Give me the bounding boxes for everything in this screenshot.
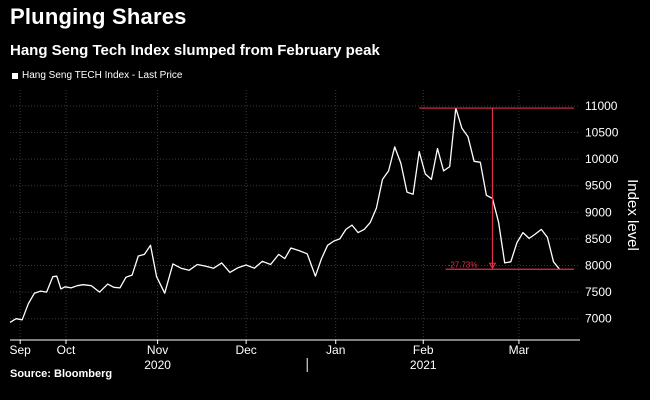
y-tick-label: 9000 [585,205,612,219]
y-tick-label: 8500 [585,232,612,246]
x-tick-label: Mar [509,343,530,357]
drop-arrow-head [488,262,497,270]
source-note: Source: Bloomberg [10,368,113,380]
x-tick-label: Oct [57,343,76,357]
y-tick-label: 9500 [585,179,612,193]
y-tick-label: 7000 [585,312,612,326]
chart-subtitle: Hang Seng Tech Index slumped from Februa… [10,42,380,59]
y-tick-label: 7500 [585,285,612,299]
y-tick-label: 11000 [585,99,618,113]
x-tick-label: Dec [235,343,256,357]
chart-legend: Hang Seng TECH Index - Last Price [12,70,182,81]
y-axis-label: Index level [624,179,641,251]
series-line [9,107,561,323]
x-year-label: 2020 [144,358,171,372]
x-tick-label: Sep [9,343,31,357]
chart-title: Plunging Shares [10,4,187,29]
x-tick-label: Nov [147,343,168,357]
y-tick-label: 10000 [585,152,619,166]
x-tick-label: Jan [326,343,345,357]
y-tick-label: 10500 [585,126,619,140]
legend-swatch [12,72,18,79]
change-label: -27.73% [448,260,478,269]
legend-label: Hang Seng TECH Index - Last Price [22,70,183,81]
x-tick-label: Feb [413,343,434,357]
x-year-label: 2021 [410,358,437,372]
y-tick-label: 8000 [585,259,612,273]
